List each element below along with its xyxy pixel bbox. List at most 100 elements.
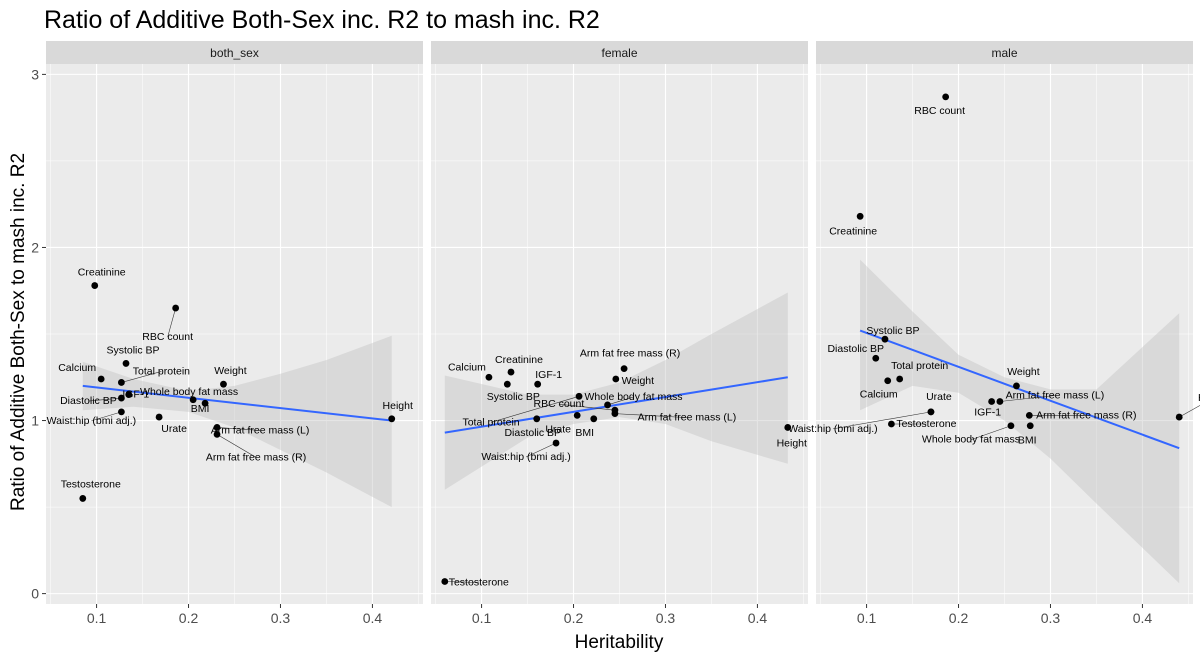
- data-point: [1013, 382, 1020, 390]
- data-point: [888, 420, 895, 428]
- label-leader: [91, 411, 122, 422]
- data-label: Weight: [1007, 366, 1040, 378]
- facet-strip-label: female: [601, 46, 637, 60]
- facet-panel-both_sex: both_sex 0.1 0.2 0.3 0.4 Creatinine RBC countS…: [46, 41, 423, 626]
- data-point: [201, 399, 209, 407]
- y-tick-label: 2: [31, 239, 39, 255]
- data-label: Weight: [214, 365, 247, 377]
- data-label: Whole body fat mass: [922, 434, 1020, 446]
- label-leader: [999, 395, 1055, 402]
- x-axis-title: Heritability: [575, 632, 664, 653]
- x-tick-label: 0.4: [363, 610, 383, 626]
- data-label: Total protein: [891, 360, 948, 372]
- x-tick-label: 0.3: [656, 610, 676, 626]
- confidence-band: [82, 335, 392, 508]
- data-point: [552, 439, 560, 447]
- data-point: [1007, 422, 1015, 430]
- data-point: [927, 408, 935, 416]
- data-label: Calcium: [58, 362, 96, 374]
- data-label: Testosterone: [896, 418, 956, 430]
- data-label: RBC count: [142, 331, 193, 343]
- chart-title: Ratio of Additive Both-Sex inc. R2 to ma…: [44, 6, 600, 34]
- data-label: RBC count: [534, 398, 585, 410]
- y-tick-label: 1: [31, 413, 39, 429]
- data-label: Waist:hip (bmi adj.): [788, 423, 877, 435]
- data-point: [881, 335, 889, 343]
- trend-line: [859, 329, 1180, 450]
- data-label: Urate: [926, 391, 952, 403]
- data-label: Urate: [545, 423, 571, 435]
- data-point: [97, 375, 105, 383]
- x-tick-label: 0.4: [748, 610, 768, 626]
- facet-strip: [816, 41, 1193, 64]
- facet-strip: [46, 41, 423, 64]
- data-point: [118, 408, 125, 416]
- data-label: Calcium: [860, 389, 898, 401]
- x-tick-label: 0.2: [949, 610, 969, 626]
- data-point: [213, 430, 221, 438]
- data-point: [611, 410, 619, 418]
- facet-strip-label: both_sex: [210, 46, 259, 60]
- y-tick-label: 0: [31, 586, 39, 602]
- data-point: [1026, 422, 1034, 430]
- data-point: [388, 415, 396, 423]
- data-point: [220, 380, 227, 388]
- data-label: Arm fat free mass (L): [211, 424, 310, 436]
- data-label: Systolic BP: [487, 391, 540, 403]
- confidence-band: [444, 292, 788, 490]
- data-label: Height: [383, 400, 413, 412]
- label-leader: [88, 397, 122, 402]
- facet-panel-female: female 0.1 0.2 0.3 0.4 Calcium Creatinine Systo…: [431, 41, 808, 626]
- label-leader: [832, 411, 931, 430]
- label-leader: [444, 581, 479, 583]
- data-label: Waist:hip (bmi adj.): [47, 415, 136, 427]
- trend-line: [82, 384, 392, 422]
- data-label: BMI: [191, 403, 210, 415]
- data-label: Systolic BP: [106, 344, 159, 356]
- data-point: [856, 212, 864, 220]
- data-point: [942, 93, 950, 101]
- label-leader: [167, 307, 176, 338]
- data-label: Arm fat free mass (L): [638, 412, 737, 424]
- data-label: Arm fat free mass (R): [1036, 409, 1136, 421]
- data-point: [1175, 413, 1183, 421]
- data-label: Testosterone: [449, 577, 509, 589]
- data-label: Testosterone: [61, 478, 121, 490]
- data-point: [118, 379, 125, 386]
- data-label: Arm fat free mass (R): [206, 451, 306, 463]
- data-label: Height: [777, 437, 807, 449]
- label-leader: [1179, 405, 1200, 418]
- y-axis: 0 1 2 3: [31, 66, 46, 602]
- data-point: [155, 413, 163, 421]
- data-point: [533, 415, 541, 423]
- data-label: Arm fat free mass (L): [1006, 390, 1105, 402]
- x-tick-label: 0.2: [564, 610, 584, 626]
- data-label: Arm fat free mass (R): [580, 348, 680, 360]
- label-leader: [558, 403, 615, 411]
- data-point: [534, 380, 542, 388]
- data-point: [503, 380, 511, 388]
- data-label: Total protein: [133, 365, 190, 377]
- x-tick-label: 0.4: [1133, 610, 1153, 626]
- data-label: IGF-1: [535, 369, 562, 381]
- data-point: [125, 391, 133, 398]
- facet-strip-label: male: [991, 46, 1017, 60]
- data-label: Calcium: [448, 361, 486, 373]
- data-label: Whole body fat mass: [140, 386, 238, 398]
- label-leader: [607, 396, 634, 406]
- data-label: Diastolic BP: [504, 427, 561, 439]
- data-label: Creatinine: [78, 267, 126, 279]
- data-point: [988, 398, 996, 405]
- label-leader: [525, 442, 557, 458]
- data-point: [996, 398, 1004, 405]
- data-label: IGF-1: [122, 389, 149, 401]
- data-label: BMI: [1018, 435, 1037, 447]
- data-label: BMI: [575, 427, 594, 439]
- label-leader: [490, 396, 580, 423]
- data-point: [1025, 411, 1033, 419]
- x-tick-label: 0.2: [179, 610, 199, 626]
- data-label: Height: [1198, 392, 1200, 404]
- data-label: Systolic BP: [866, 325, 919, 337]
